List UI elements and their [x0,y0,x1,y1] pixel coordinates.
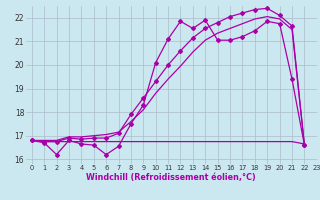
X-axis label: Windchill (Refroidissement éolien,°C): Windchill (Refroidissement éolien,°C) [86,173,256,182]
